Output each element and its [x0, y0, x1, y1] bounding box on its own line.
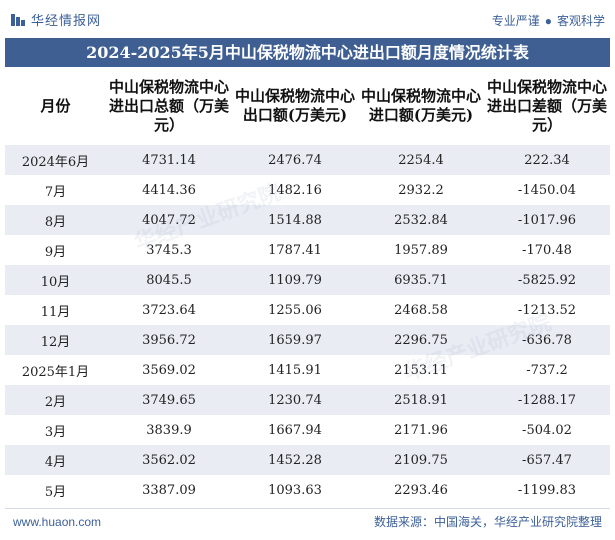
cell-balance: -1450.04 [484, 175, 610, 205]
table-row: 2024年6月 4731.14 2476.74 2254.4 222.34 [5, 145, 610, 175]
cell-total: 8045.5 [106, 265, 232, 295]
tag-separator: ● [544, 14, 552, 28]
cell-balance: -657.47 [484, 445, 610, 475]
cell-total: 3749.65 [106, 385, 232, 415]
header-total: 中山保税物流中心进出口总额（万美元） [106, 67, 232, 145]
cell-import: 2293.46 [358, 475, 484, 505]
cell-month: 2月 [5, 385, 106, 415]
cell-month: 4月 [5, 445, 106, 475]
cell-import: 2296.75 [358, 325, 484, 355]
brand-tags: 专业严谨 ● 客观科学 [492, 12, 605, 29]
cell-import: 2532.84 [358, 205, 484, 235]
cell-import: 1957.89 [358, 235, 484, 265]
cell-month: 7月 [5, 175, 106, 205]
table-row: 2月 3749.65 1230.74 2518.91 -1288.17 [5, 385, 610, 415]
cell-total: 3745.3 [106, 235, 232, 265]
cell-month: 2024年6月 [5, 145, 106, 175]
cell-export: 1093.63 [232, 475, 358, 505]
cell-export: 2476.74 [232, 145, 358, 175]
cell-import: 2109.75 [358, 445, 484, 475]
cell-total: 3562.02 [106, 445, 232, 475]
table-row: 2025年1月 3569.02 1415.91 2153.11 -737.2 [5, 355, 610, 385]
brand-logo[interactable]: 华经情报网 [10, 10, 101, 29]
cell-total: 3956.72 [106, 325, 232, 355]
data-table: 月份 中山保税物流中心进出口总额（万美元） 中山保税物流中心出口额(万美元) 中… [5, 67, 610, 505]
table-header-row: 月份 中山保税物流中心进出口总额（万美元） 中山保税物流中心出口额(万美元) 中… [5, 67, 610, 145]
header-import: 中山保税物流中心进口额(万美元) [358, 67, 484, 145]
cell-balance: 222.34 [484, 145, 610, 175]
cell-total: 3839.9 [106, 415, 232, 445]
cell-export: 1230.74 [232, 385, 358, 415]
cell-export: 1667.94 [232, 415, 358, 445]
cell-month: 8月 [5, 205, 106, 235]
table-row: 12月 3956.72 1659.97 2296.75 -636.78 [5, 325, 610, 355]
top-bar: 华经情报网 专业严谨 ● 客观科学 [0, 0, 615, 38]
cell-balance: -737.2 [484, 355, 610, 385]
data-table-wrapper: 月份 中山保税物流中心进出口总额（万美元） 中山保税物流中心出口额(万美元) 中… [5, 67, 610, 505]
bar-chart-icon [10, 12, 26, 28]
cell-total: 3723.64 [106, 295, 232, 325]
cell-export: 1452.28 [232, 445, 358, 475]
cell-month: 9月 [5, 235, 106, 265]
cell-total: 4731.14 [106, 145, 232, 175]
cell-import: 2518.91 [358, 385, 484, 415]
cell-month: 10月 [5, 265, 106, 295]
cell-export: 1514.88 [232, 205, 358, 235]
cell-month: 3月 [5, 415, 106, 445]
header-month: 月份 [5, 67, 106, 145]
table-title: 2024-2025年5月中山保税物流中心进出口额月度情况统计表 [5, 38, 610, 67]
cell-balance: -1213.52 [484, 295, 610, 325]
table-row: 8月 4047.72 1514.88 2532.84 -1017.96 [5, 205, 610, 235]
cell-import: 2254.4 [358, 145, 484, 175]
cell-balance: -1017.96 [484, 205, 610, 235]
cell-export: 1415.91 [232, 355, 358, 385]
table-row: 7月 4414.36 1482.16 2932.2 -1450.04 [5, 175, 610, 205]
cell-export: 1659.97 [232, 325, 358, 355]
cell-export: 1255.06 [232, 295, 358, 325]
cell-balance: -5825.92 [484, 265, 610, 295]
cell-export: 1787.41 [232, 235, 358, 265]
cell-balance: -170.48 [484, 235, 610, 265]
cell-total: 4414.36 [106, 175, 232, 205]
cell-balance: -1199.83 [484, 475, 610, 505]
header-export: 中山保税物流中心出口额(万美元) [232, 67, 358, 145]
table-row: 5月 3387.09 1093.63 2293.46 -1199.83 [5, 475, 610, 505]
brand-name: 华经情报网 [31, 13, 102, 28]
cell-total: 3569.02 [106, 355, 232, 385]
cell-month: 5月 [5, 475, 106, 505]
table-row: 10月 8045.5 1109.79 6935.71 -5825.92 [5, 265, 610, 295]
cell-total: 4047.72 [106, 205, 232, 235]
footer: www.huaon.com 数据来源：中国海关，华经产业研究院整理 [5, 508, 610, 535]
cell-balance: -636.78 [484, 325, 610, 355]
tag-professional: 专业严谨 [491, 14, 540, 28]
table-row: 4月 3562.02 1452.28 2109.75 -657.47 [5, 445, 610, 475]
cell-import: 2153.11 [358, 355, 484, 385]
header-balance: 中山保税物流中心进出口差额（万美元） [484, 67, 610, 145]
table-row: 11月 3723.64 1255.06 2468.58 -1213.52 [5, 295, 610, 325]
data-source: 数据来源：中国海关，华经产业研究院整理 [373, 515, 602, 529]
tag-objective: 客观科学 [556, 14, 605, 28]
cell-export: 1482.16 [232, 175, 358, 205]
table-row: 3月 3839.9 1667.94 2171.96 -504.02 [5, 415, 610, 445]
cell-total: 3387.09 [106, 475, 232, 505]
cell-import: 2171.96 [358, 415, 484, 445]
cell-balance: -1288.17 [484, 385, 610, 415]
cell-balance: -504.02 [484, 415, 610, 445]
cell-month: 11月 [5, 295, 106, 325]
site-link[interactable]: www.huaon.com [13, 515, 102, 529]
table-body: 2024年6月 4731.14 2476.74 2254.4 222.34 7月 4414.… [5, 145, 610, 505]
cell-import: 2932.2 [358, 175, 484, 205]
cell-export: 1109.79 [232, 265, 358, 295]
cell-month: 12月 [5, 325, 106, 355]
cell-import: 2468.58 [358, 295, 484, 325]
cell-import: 6935.71 [358, 265, 484, 295]
table-row: 9月 3745.3 1787.41 1957.89 -170.48 [5, 235, 610, 265]
cell-month: 2025年1月 [5, 355, 106, 385]
